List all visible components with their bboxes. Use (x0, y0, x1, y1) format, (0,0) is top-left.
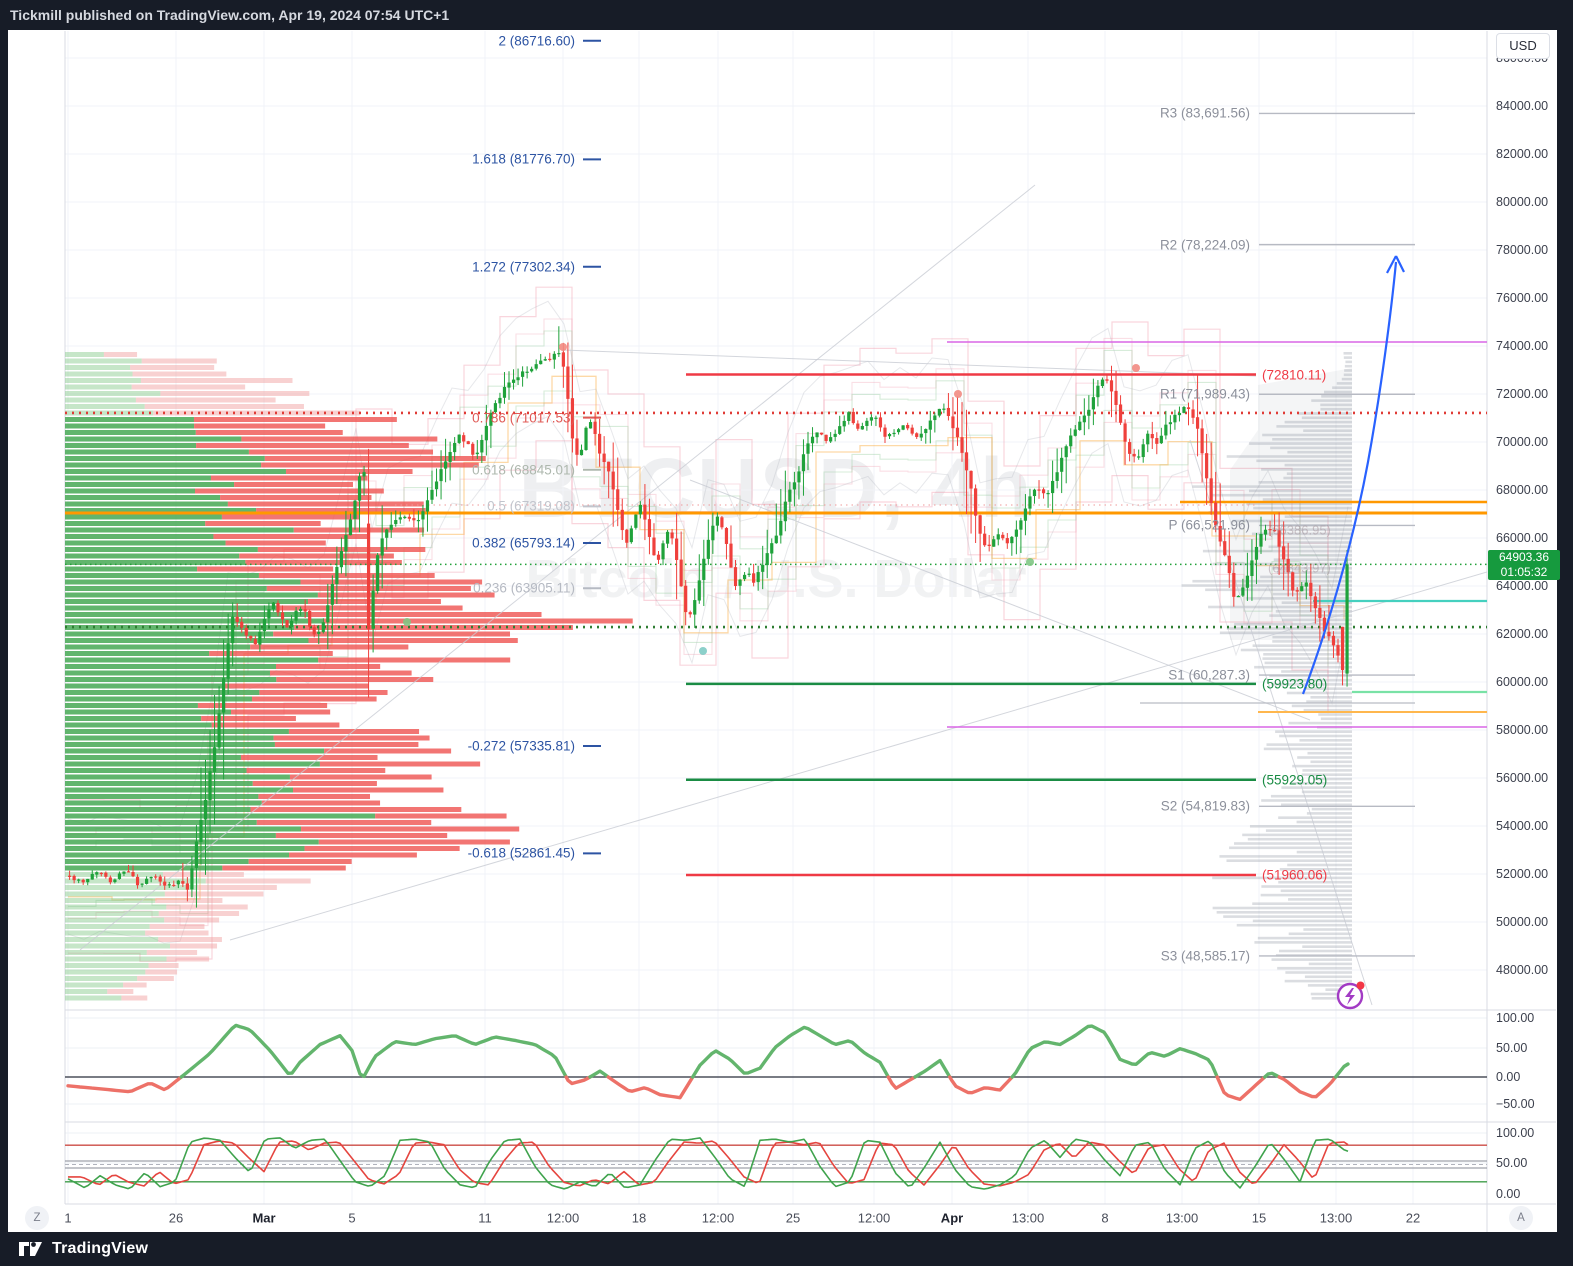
publisher-text: Tickmill published on TradingView.com, A… (10, 7, 450, 23)
flash-idea-icon (1336, 981, 1365, 1010)
currency-button[interactable]: USD (1496, 33, 1550, 59)
publisher-bar: Tickmill published on TradingView.com, A… (0, 0, 1573, 30)
last-price-badge: 64903.36 01:05:32 (1488, 550, 1560, 580)
footer-bar: TradingView (0, 1232, 1573, 1266)
footer-brand: TradingView (52, 1240, 149, 1257)
timezone-button[interactable]: Z (25, 1206, 49, 1230)
last-price-value: 64903.36 (1498, 550, 1550, 564)
auto-scale-button[interactable]: A (1509, 1206, 1533, 1230)
tradingview-logo-icon (18, 1240, 44, 1258)
bar-countdown: 01:05:32 (1500, 565, 1548, 579)
